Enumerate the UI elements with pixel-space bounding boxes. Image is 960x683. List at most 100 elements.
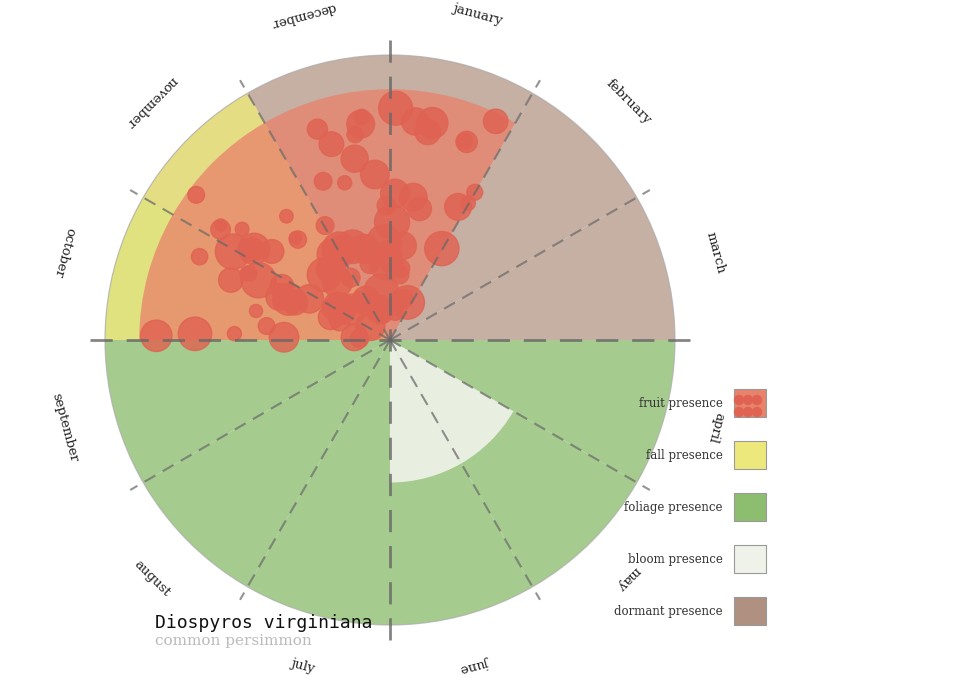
Circle shape	[370, 247, 403, 280]
Circle shape	[380, 179, 409, 208]
Circle shape	[391, 285, 424, 319]
Circle shape	[338, 176, 351, 190]
Circle shape	[352, 286, 379, 313]
Wedge shape	[143, 340, 390, 587]
Circle shape	[417, 107, 448, 139]
Circle shape	[279, 210, 293, 223]
FancyBboxPatch shape	[734, 597, 766, 625]
Circle shape	[238, 233, 270, 264]
Circle shape	[354, 109, 370, 125]
Circle shape	[316, 217, 334, 234]
Circle shape	[269, 322, 299, 352]
Circle shape	[356, 311, 385, 341]
Circle shape	[215, 234, 251, 269]
FancyBboxPatch shape	[734, 389, 766, 417]
Circle shape	[389, 232, 417, 260]
Text: january: january	[451, 1, 504, 27]
Circle shape	[322, 298, 342, 318]
Wedge shape	[390, 93, 636, 340]
Text: common persimmon: common persimmon	[155, 634, 312, 648]
Circle shape	[319, 305, 343, 330]
Circle shape	[364, 274, 398, 309]
Circle shape	[323, 267, 352, 297]
Circle shape	[228, 326, 242, 341]
Circle shape	[444, 193, 471, 220]
Text: Diospyros virginiana: Diospyros virginiana	[155, 614, 372, 632]
Circle shape	[260, 240, 284, 264]
Circle shape	[241, 238, 264, 261]
Circle shape	[339, 301, 353, 315]
Circle shape	[314, 172, 332, 190]
Text: february: february	[603, 76, 654, 127]
Circle shape	[380, 252, 402, 274]
Wedge shape	[105, 197, 390, 340]
Circle shape	[336, 294, 367, 324]
Circle shape	[734, 395, 743, 404]
Text: fall presence: fall presence	[646, 449, 723, 462]
Text: fruit presence: fruit presence	[639, 397, 723, 410]
Circle shape	[329, 310, 350, 331]
Circle shape	[753, 395, 761, 404]
Wedge shape	[390, 89, 516, 340]
Circle shape	[374, 204, 410, 240]
Wedge shape	[390, 340, 636, 587]
Circle shape	[289, 231, 306, 248]
Wedge shape	[139, 214, 390, 340]
Circle shape	[179, 317, 212, 350]
Circle shape	[743, 408, 753, 417]
Wedge shape	[105, 340, 390, 482]
Circle shape	[322, 232, 357, 267]
Circle shape	[341, 268, 360, 288]
Circle shape	[215, 219, 227, 231]
Wedge shape	[105, 197, 390, 340]
Circle shape	[392, 260, 410, 277]
Text: november: november	[124, 74, 180, 130]
Circle shape	[361, 161, 389, 189]
Circle shape	[307, 119, 327, 139]
Circle shape	[743, 395, 753, 404]
Circle shape	[408, 197, 431, 221]
Wedge shape	[390, 340, 675, 482]
Circle shape	[456, 131, 477, 152]
Circle shape	[390, 265, 409, 284]
Text: december: december	[269, 0, 337, 29]
Wedge shape	[390, 340, 514, 463]
Circle shape	[366, 296, 395, 324]
FancyBboxPatch shape	[734, 441, 766, 469]
Circle shape	[360, 254, 379, 273]
Circle shape	[336, 230, 370, 264]
Circle shape	[324, 292, 348, 318]
Circle shape	[273, 283, 304, 316]
Circle shape	[347, 126, 364, 143]
Circle shape	[191, 249, 207, 265]
Circle shape	[307, 258, 341, 292]
Circle shape	[341, 145, 369, 172]
Circle shape	[484, 109, 508, 134]
Text: foliage presence: foliage presence	[625, 501, 723, 514]
Circle shape	[250, 305, 262, 318]
Circle shape	[350, 291, 372, 313]
Circle shape	[188, 186, 204, 204]
Circle shape	[461, 196, 475, 210]
Wedge shape	[390, 340, 461, 482]
Circle shape	[235, 222, 249, 236]
Circle shape	[317, 255, 346, 284]
Circle shape	[295, 285, 324, 313]
Circle shape	[424, 232, 459, 266]
Wedge shape	[390, 197, 675, 340]
Text: october: october	[52, 227, 78, 279]
Circle shape	[341, 324, 368, 350]
Circle shape	[375, 240, 401, 267]
Circle shape	[282, 290, 307, 315]
Wedge shape	[265, 89, 390, 340]
Circle shape	[395, 290, 414, 308]
Circle shape	[211, 220, 230, 239]
Circle shape	[241, 263, 276, 298]
Text: june: june	[462, 656, 492, 675]
Circle shape	[378, 92, 413, 125]
Wedge shape	[390, 55, 533, 340]
FancyBboxPatch shape	[734, 493, 766, 521]
Text: may: may	[613, 563, 643, 593]
Circle shape	[331, 236, 347, 252]
Wedge shape	[143, 93, 390, 340]
